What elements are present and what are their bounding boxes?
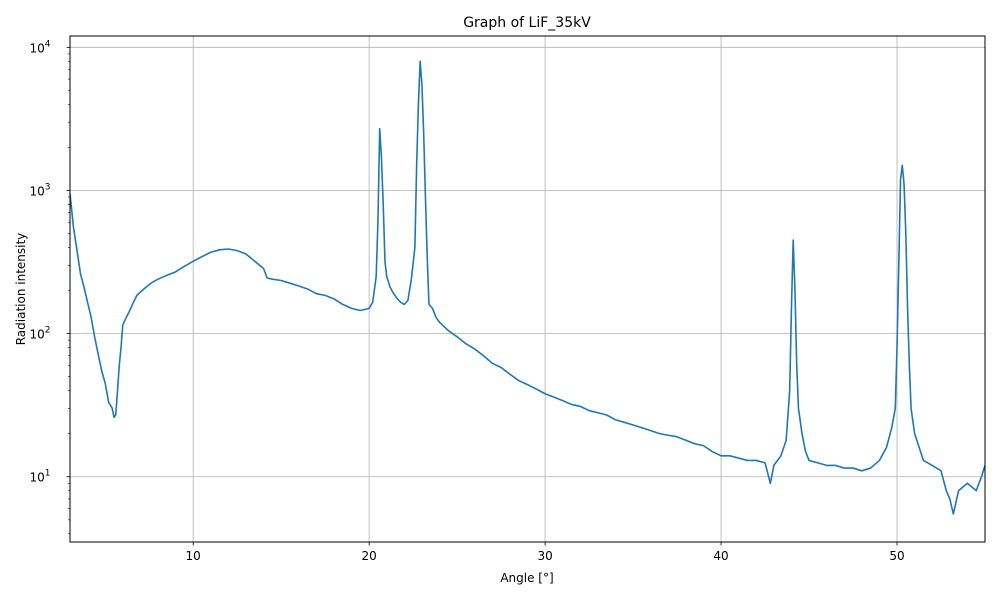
y-tick-label: 102 [29, 326, 50, 342]
y-tick-label-exponent: 1 [45, 469, 51, 479]
x-axis-label: Angle [°] [500, 571, 553, 585]
y-tick-label-base: 10 [29, 41, 44, 55]
y-tick-label: 104 [29, 39, 50, 55]
y-tick-label-base: 10 [29, 328, 44, 342]
y-tick-label-exponent: 2 [45, 326, 51, 336]
y-tick-label-exponent: 3 [45, 182, 51, 192]
y-tick-label: 103 [29, 182, 50, 198]
x-tick-label: 20 [361, 549, 376, 563]
x-tick-label: 30 [537, 549, 552, 563]
y-tick-label-exponent: 4 [45, 39, 51, 49]
x-tick-label: 50 [889, 549, 904, 563]
y-tick-label-base: 10 [29, 184, 44, 198]
grid-layer [70, 36, 985, 542]
x-tick-label: 40 [713, 549, 728, 563]
y-axis-label: Radiation intensity [14, 233, 28, 346]
y-tick-label: 101 [29, 469, 50, 485]
series-layer [69, 60, 986, 515]
plot-frame [69, 35, 986, 543]
series-line-0 [69, 60, 986, 515]
chart-title: Graph of LiF_35kV [463, 15, 591, 31]
y-tick-label-base: 10 [29, 471, 44, 485]
x-tick-label: 10 [186, 549, 201, 563]
